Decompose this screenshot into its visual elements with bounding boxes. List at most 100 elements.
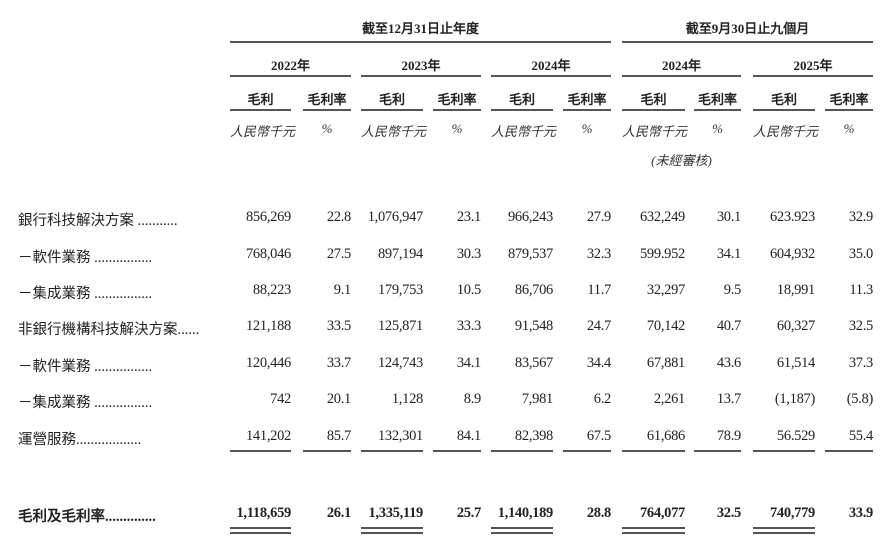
table-cell: 8.9 <box>463 391 482 407</box>
table-cell: 897,194 <box>377 246 423 262</box>
table-cell: 1,076,947 <box>367 209 424 225</box>
double-underline <box>622 532 685 534</box>
double-underline <box>230 527 291 529</box>
table-cell: 879,537 <box>507 246 553 262</box>
table-cell: 13.7 <box>716 391 741 407</box>
table-cell: 61,686 <box>646 428 685 444</box>
subtotal-underline <box>753 450 815 452</box>
table-cell: 88,223 <box>252 282 291 298</box>
double-underline <box>361 532 423 534</box>
table-cell: (1,187) <box>774 391 815 407</box>
table-cell: 7,981 <box>521 391 553 407</box>
total-cell: 33.9 <box>848 505 873 521</box>
subtotal-underline <box>694 450 741 452</box>
table-cell: 141,202 <box>245 428 291 444</box>
rule-line <box>563 109 611 111</box>
table-cell: 32.3 <box>586 246 611 262</box>
table-cell: 742 <box>270 391 291 407</box>
table-cell: 11.7 <box>587 282 611 298</box>
rule-line <box>622 109 685 111</box>
row-label: 運營服務.................. <box>18 432 142 448</box>
table-cell: 23.1 <box>456 209 481 225</box>
table-cell: 56.529 <box>776 428 815 444</box>
subtotal-underline <box>230 450 291 452</box>
table-cell: 86,706 <box>514 282 553 298</box>
table-cell: 22.8 <box>326 209 351 225</box>
table-cell: 179,753 <box>377 282 423 298</box>
gross-profit-header: 毛利 <box>508 92 535 107</box>
subtotal-underline <box>433 450 481 452</box>
table-cell: 33.7 <box>326 355 351 371</box>
table-cell: 67.5 <box>586 428 611 444</box>
row-label: 非銀行機構科技解決方案...... <box>18 322 200 338</box>
total-label: 毛利及毛利率.............. <box>18 509 156 525</box>
rule-line <box>622 75 741 77</box>
table-cell: 84.1 <box>456 428 481 444</box>
table-cell: 70,142 <box>646 318 685 334</box>
table-cell: 85.7 <box>326 428 351 444</box>
table-cell: 6.2 <box>593 391 612 407</box>
unit-currency: 人民幣千元 <box>753 124 819 139</box>
rule-line <box>433 109 481 111</box>
unit-currency: 人民幣千元 <box>622 124 688 139</box>
rule-line <box>694 109 741 111</box>
table-cell: 43.6 <box>716 355 741 371</box>
margin-header: 毛利率 <box>697 92 737 107</box>
double-underline <box>622 527 685 529</box>
table-cell: 9.5 <box>723 282 742 298</box>
table-cell: 27.9 <box>586 209 611 225</box>
table-cell: 55.4 <box>848 428 873 444</box>
table-cell: 132,301 <box>377 428 423 444</box>
total-cell: 1,118,659 <box>236 505 291 521</box>
total-cell: 32.5 <box>716 505 741 521</box>
rule-line <box>622 41 873 43</box>
unit-percent: % <box>843 121 855 136</box>
table-cell: 599.952 <box>639 246 685 262</box>
subtotal-underline <box>825 450 873 452</box>
table-cell: 32.9 <box>848 209 873 225</box>
table-cell: 34.1 <box>456 355 481 371</box>
table-cell: 18,991 <box>776 282 815 298</box>
table-cell: 40.7 <box>716 318 741 334</box>
table-cell: 24.7 <box>586 318 611 334</box>
year-header: 2025年 <box>793 58 833 73</box>
table-cell: 91,548 <box>514 318 553 334</box>
table-cell: 124,743 <box>377 355 423 371</box>
table-cell: 121,188 <box>245 318 291 334</box>
year-header: 2022年 <box>270 58 310 73</box>
table-cell: 35.0 <box>848 246 873 262</box>
table-cell: 966,243 <box>507 209 553 225</box>
rule-line <box>491 109 553 111</box>
total-cell: 764,077 <box>639 505 685 521</box>
table-cell: 632,249 <box>639 209 685 225</box>
unaudited-note: (未經審核) <box>651 153 712 168</box>
table-cell: 67,881 <box>646 355 685 371</box>
table-cell: 32.5 <box>848 318 873 334</box>
unit-percent: % <box>712 121 723 136</box>
gross-profit-header: 毛利 <box>640 92 667 107</box>
table-cell: 9.1 <box>333 282 352 298</box>
rule-line <box>491 75 611 77</box>
total-cell: 740,779 <box>769 505 815 521</box>
rule-line <box>303 109 351 111</box>
subtotal-underline <box>303 450 351 452</box>
table-cell: 37.3 <box>848 355 873 371</box>
table-cell: 33.5 <box>326 318 351 334</box>
subtotal-underline <box>491 450 553 452</box>
table-cell: 1,128 <box>391 391 423 407</box>
table-cell: 32,297 <box>646 282 685 298</box>
table-cell: 27.5 <box>326 246 351 262</box>
total-cell: 1,335,119 <box>368 505 423 521</box>
double-underline <box>753 527 815 529</box>
table-cell: (5.8) <box>846 391 874 407</box>
table-cell: 20.1 <box>326 391 351 407</box>
unit-percent: % <box>321 121 333 136</box>
table-cell: 78.9 <box>716 428 741 444</box>
unit-currency: 人民幣千元 <box>491 124 557 139</box>
rule-line <box>361 109 423 111</box>
rule-line <box>230 75 351 77</box>
table-cell: 82,398 <box>514 428 553 444</box>
subtotal-underline <box>361 450 423 452</box>
subtotal-underline <box>563 450 611 452</box>
unit-percent: % <box>451 121 463 136</box>
